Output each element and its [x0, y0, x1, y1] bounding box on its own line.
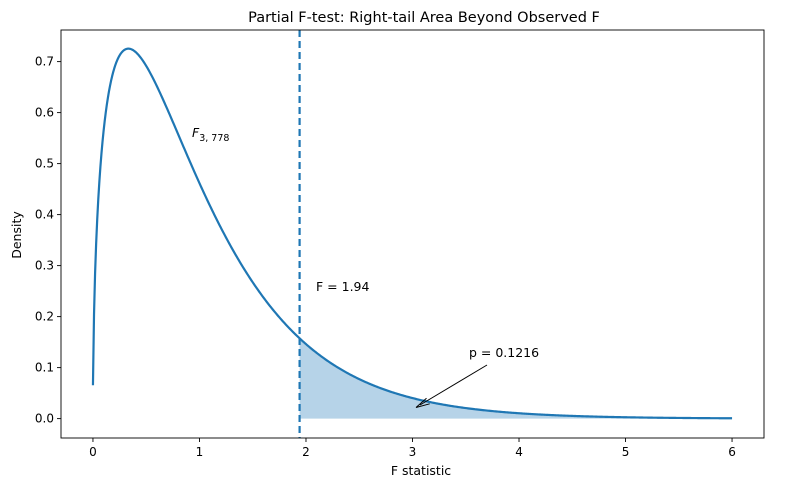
x-tick-label: 4	[515, 445, 523, 459]
x-tick-label: 3	[409, 445, 417, 459]
y-tick-label: 0.4	[35, 208, 54, 222]
x-tick-label: 0	[89, 445, 97, 459]
y-tick-label: 0.5	[35, 157, 54, 171]
y-tick-label: 0.2	[35, 310, 54, 324]
x-tick-label: 2	[302, 445, 310, 459]
y-axis-label: Density	[9, 211, 24, 259]
y-tick-label: 0.1	[35, 361, 54, 375]
x-axis-label: F statistic	[391, 463, 451, 478]
x-tick-label: 6	[728, 445, 736, 459]
curve-label: F3, 778	[192, 125, 229, 144]
tail-area	[299, 338, 733, 419]
y-tick-label: 0.7	[35, 55, 54, 69]
y-tick-label: 0.3	[35, 259, 54, 273]
curve-label-subscript: 3, 778	[199, 133, 229, 144]
axis-ticks: 0 1 2 3 4 5 6 0.0 0.1 0.2 0.3 0.4 0.5 0.6 0.7	[35, 55, 736, 459]
chart-title: Partial F-test: Right-tail Area Beyond O…	[248, 10, 600, 26]
x-tick-label: 5	[622, 445, 630, 459]
y-tick-label: 0.0	[35, 412, 54, 426]
plot-area	[91, 30, 733, 438]
p-value-arrow	[415, 364, 488, 408]
x-tick-label: 1	[196, 445, 204, 459]
p-value-label: p = 0.1216	[469, 345, 539, 360]
observed-f-label: F = 1.94	[316, 279, 369, 294]
curve-label-base: F	[192, 125, 200, 140]
plot-frame	[60, 29, 765, 439]
y-tick-label: 0.6	[35, 106, 54, 120]
density-curve	[91, 47, 733, 420]
